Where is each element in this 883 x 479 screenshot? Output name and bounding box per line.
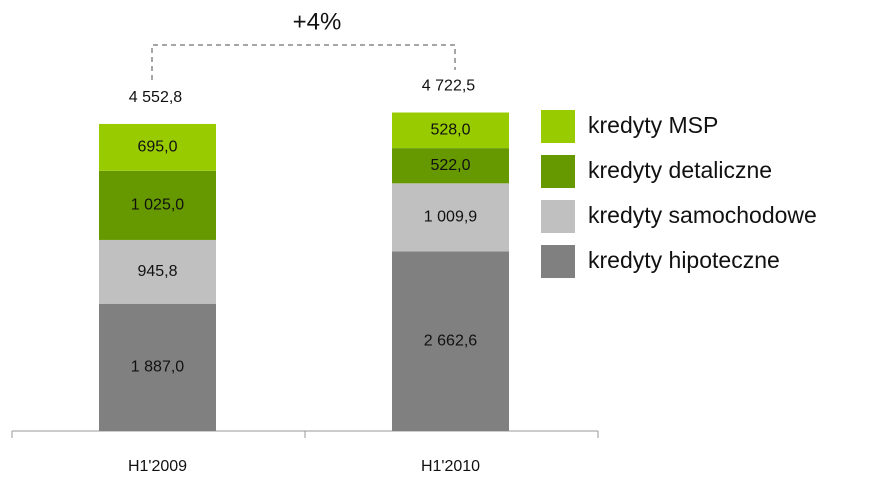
value-label: 1 009,9 [424,209,477,226]
x-tick-label: H1'2010 [421,458,480,475]
total-label: 4 722,5 [422,78,475,95]
value-label: 522,0 [430,157,470,174]
total-label: 4 552,8 [129,89,182,106]
value-label: 528,0 [430,122,470,139]
value-label: 695,0 [137,139,177,156]
legend-swatch [541,245,575,278]
value-label: 945,8 [137,263,177,280]
growth-annotation: +4% [293,8,342,35]
legend-swatch [541,155,575,188]
growth-bracket [151,44,456,80]
bar-segment [392,183,509,252]
bar-segment [392,112,509,149]
value-label: 1 025,0 [131,197,184,214]
legend-swatch [541,110,575,143]
legend-label: kredyty hipoteczne [588,247,780,273]
bar-segment [99,303,216,431]
x-tick-label: H1'2009 [128,458,187,475]
legend-swatch [541,200,575,233]
bar-segment [392,148,509,184]
bar-segment [99,239,216,304]
bar-segment [392,251,509,431]
legend-label: kredyty MSP [588,112,718,138]
value-label: 2 662,6 [424,332,477,349]
value-label: 1 887,0 [131,359,184,376]
legend-label: kredyty samochodowe [588,202,817,228]
legend-label: kredyty detaliczne [588,157,772,183]
bar-segment [99,123,216,171]
bar-segment [99,170,216,240]
